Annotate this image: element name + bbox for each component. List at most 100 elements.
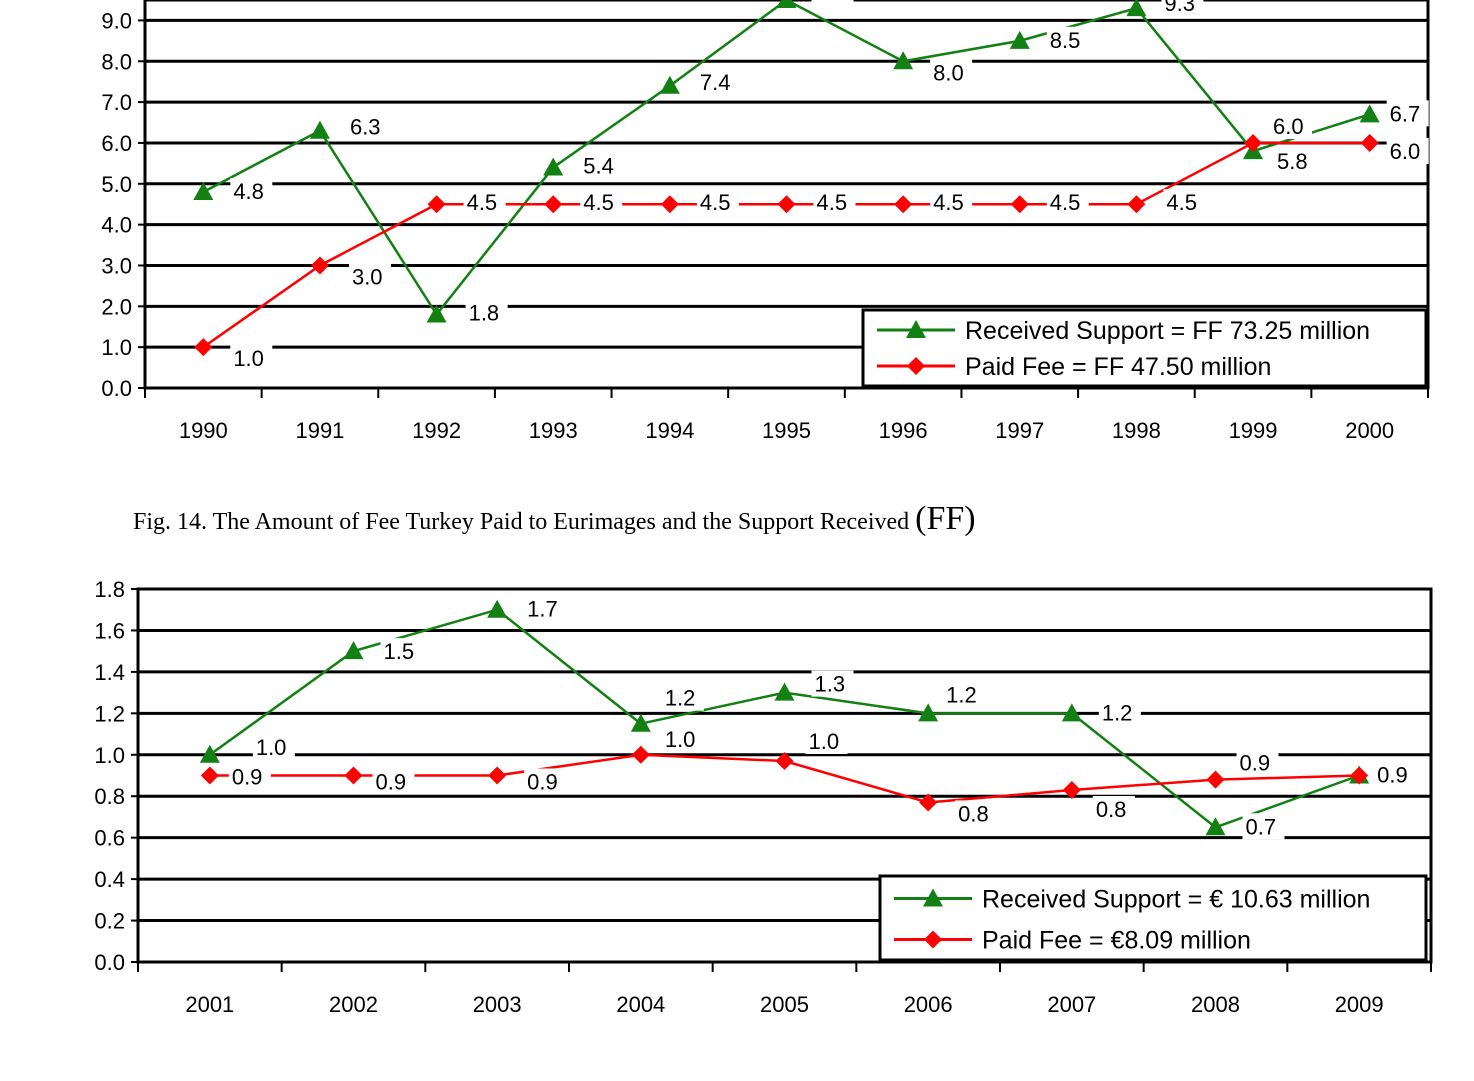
received-support-point (893, 51, 914, 70)
data-label: 6.3 (350, 115, 381, 140)
data-label: 1.2 (665, 686, 696, 711)
received-support-point (487, 599, 508, 618)
data-label: 1.5 (384, 639, 415, 664)
data-label-bg (580, 189, 623, 216)
x-tick-label: 2000 (1345, 418, 1394, 443)
x-tick-label: 1994 (645, 418, 694, 443)
y-tick-label: 0.6 (94, 826, 125, 851)
data-label: 1.0 (256, 735, 287, 760)
x-tick-label: 1991 (295, 418, 344, 443)
data-label-bg (1046, 26, 1089, 53)
data-label: 1.7 (527, 597, 558, 622)
received-support-point (193, 181, 214, 200)
data-label-bg (1236, 749, 1279, 776)
data-label-bg (930, 189, 973, 216)
received-support-point (1359, 104, 1380, 123)
data-label-bg (1092, 796, 1135, 823)
data-label: 4.5 (1166, 190, 1197, 215)
data-label-bg (1374, 761, 1417, 788)
chart-2001-2009: 0.0 0.2 0.4 0.6 0.8 1.0 1.2 1.4 1.6 1.8 2001 2002 20… (94, 577, 1433, 1017)
x-tick-label: 2008 (1191, 992, 1240, 1017)
data-label-bg (955, 800, 998, 827)
data-label-bg (228, 763, 271, 790)
data-label: 1.3 (815, 672, 846, 697)
x-tick-label: 2007 (1047, 992, 1096, 1017)
data-label-bg (696, 68, 739, 95)
y-tick-label: 2.0 (101, 294, 132, 319)
figure-caption: Fig. 14. The Amount of Fee Turkey Paid t… (133, 500, 976, 538)
data-label-bg (1046, 189, 1089, 216)
legend-triangle-icon (906, 320, 926, 338)
paid-fee-point (1350, 766, 1369, 785)
legend-box (878, 874, 1428, 962)
data-label: 4.5 (817, 190, 848, 215)
legend-label: Received Support = € 10.63 million (982, 886, 1370, 914)
data-label-bg (805, 727, 848, 754)
data-label-bg (348, 263, 391, 290)
data-label-bg (696, 189, 739, 216)
data-label-bg (524, 595, 567, 622)
y-tick-label: 1.0 (94, 743, 125, 768)
paid-fee-point (200, 766, 219, 785)
x-tick-label: 1996 (879, 418, 928, 443)
paid-fee-point (1127, 195, 1146, 214)
received-support-point (630, 713, 651, 732)
data-label: 9.3 (1164, 0, 1195, 16)
x-tick-label: 2002 (329, 992, 378, 1017)
series-line-received-support (202, 0, 1371, 317)
data-label: 0.7 (1246, 814, 1277, 839)
data-label: 4.5 (700, 190, 731, 215)
data-label: 7.4 (700, 70, 731, 95)
data-label: 4.8 (233, 179, 264, 204)
received-support-point (776, 0, 797, 8)
x-tick-label: 1997 (995, 418, 1044, 443)
x-tick-label: 1993 (529, 418, 578, 443)
x-tick-label: 2003 (473, 992, 522, 1017)
data-label-bg (380, 638, 423, 665)
data-label-bg (465, 299, 508, 326)
data-label-bg (1386, 137, 1429, 164)
y-tick-label: 9.0 (101, 8, 132, 33)
received-support-point (1205, 817, 1226, 836)
data-label-bg (811, 0, 854, 4)
data-label-bg (1274, 148, 1317, 175)
y-tick-label: 1.8 (94, 577, 125, 602)
legend-box (861, 308, 1428, 388)
data-label-bg (1270, 112, 1313, 139)
caption-unit: (FF) (915, 500, 976, 537)
caption-text: Fig. 14. The Amount of Fee Turkey Paid t… (133, 509, 916, 535)
received-support-point (309, 120, 330, 139)
data-label: 1.2 (946, 682, 977, 707)
data-label-bg (661, 725, 704, 752)
data-label: 0.9 (527, 770, 558, 795)
y-tick-label: 0.0 (94, 950, 125, 975)
x-tick-label: 2004 (616, 992, 665, 1017)
y-tick-label: 0.8 (94, 784, 125, 809)
x-tick-label: 1999 (1229, 418, 1278, 443)
x-tick-label: 2001 (185, 992, 234, 1017)
paid-fee-point (777, 195, 796, 214)
y-tick-label: 0.0 (101, 376, 132, 401)
paid-fee-point (775, 751, 794, 770)
paid-fee-point (919, 793, 938, 812)
data-label-bg (230, 345, 273, 372)
y-tick-label: 6.0 (101, 131, 132, 156)
data-label-bg (230, 177, 273, 204)
y-tick-label: 1.0 (101, 335, 132, 360)
data-label: 0.8 (1096, 797, 1127, 822)
data-label-bg (524, 768, 567, 795)
paid-fee-point (344, 766, 363, 785)
paid-fee-point (1010, 195, 1029, 214)
data-label-bg (813, 189, 856, 216)
data-label: 5.4 (583, 153, 614, 178)
received-support-point (1061, 703, 1082, 722)
data-label: 1.0 (665, 727, 696, 752)
data-label-bg (943, 681, 986, 708)
data-label: 0.9 (232, 765, 263, 790)
legend-diamond-icon (907, 357, 925, 375)
data-label-bg (1163, 189, 1206, 216)
data-label: 0.9 (1377, 763, 1408, 788)
data-label-bg (463, 189, 506, 216)
paid-fee-point (1360, 133, 1379, 152)
y-tick-label: 3.0 (101, 253, 132, 278)
